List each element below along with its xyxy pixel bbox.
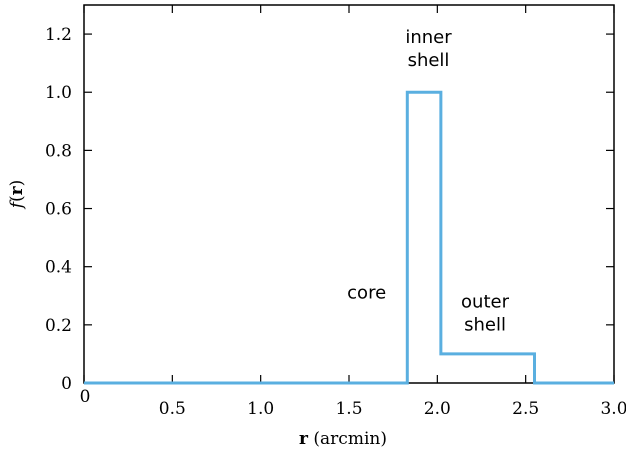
y-tick-label: 1.0	[45, 83, 72, 103]
x-tick-label: 2.0	[424, 399, 451, 419]
region-label: inner shell	[405, 27, 452, 71]
x-tick-label: 2.5	[512, 399, 539, 419]
region-label-line: core	[347, 283, 386, 304]
x-axis-label-rest: (arcmin)	[308, 429, 387, 449]
y-tick-label: 1.2	[45, 25, 72, 45]
y-axis-label-close: )	[7, 180, 27, 187]
region-label-line: inner	[405, 27, 452, 48]
y-tick-label: 0	[61, 374, 72, 394]
x-axis-label-bold: r	[299, 429, 309, 449]
series-group	[84, 90, 614, 385]
x-axis-label: r (arcmin)	[299, 429, 387, 449]
x-tick-label: 0	[80, 387, 91, 407]
y-axis-label: f(r)	[7, 180, 27, 211]
y-axis-label-open: (	[7, 195, 27, 202]
x-tick-label: 3.0	[600, 399, 626, 419]
region-label: outer shell	[461, 291, 510, 335]
tick-labels: 0 0.5 1.0 1.5 2.0 2.5 3.0 0 0.2 0.4 0.6 0.8 1.0 1.2	[45, 25, 626, 419]
ticks	[83, 5, 615, 384]
y-axis-label-func: f	[7, 199, 27, 210]
y-tick-label: 0.4	[45, 258, 72, 278]
x-tick-label: 0.5	[159, 399, 186, 419]
region-label: core	[347, 283, 386, 304]
series-line	[84, 90, 614, 385]
x-tick-label: 1.5	[335, 399, 362, 419]
y-axis-label-bold: r	[7, 185, 27, 195]
y-tick-label: 0.6	[45, 200, 72, 220]
region-label-line: shell	[464, 314, 506, 335]
y-tick-label: 0.8	[45, 141, 72, 161]
region-label-line: outer	[461, 291, 510, 312]
y-tick-label: 0.2	[45, 316, 72, 336]
region-label-line: shell	[408, 50, 450, 71]
plot-frame	[83, 4, 615, 384]
x-tick-label: 1.0	[247, 399, 274, 419]
